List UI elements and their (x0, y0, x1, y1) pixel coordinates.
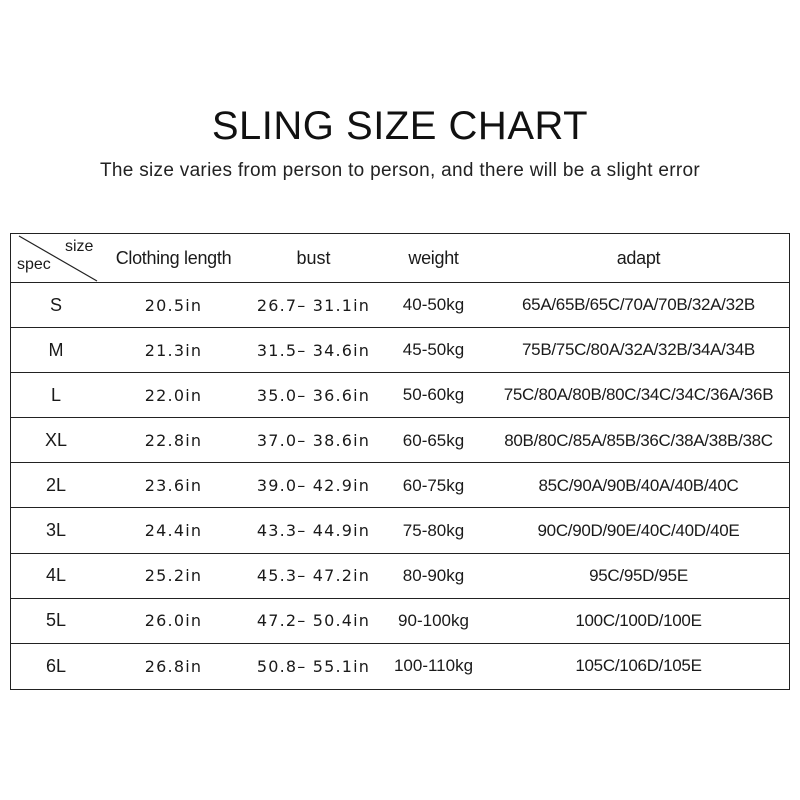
cell-size: 4L (45, 565, 67, 586)
table-row: 5L 26.0in 47.2– 50.4in 90-100kg 100C/100D/10… (11, 599, 789, 644)
table-row: M 21.3in 31.5– 34.6in 45-50kg 75B/75C/80A/32… (11, 329, 789, 374)
cell-adapt: 100C/100D/100E (575, 610, 702, 630)
cell-bust: 26.7– 31.1in (256, 295, 371, 315)
table-header-row: size spec Clothing length bust weight ad… (11, 234, 789, 283)
cell-clothing-length: 20.5in (144, 295, 203, 315)
header-clothing-length: Clothing length (115, 247, 232, 268)
cell-bust: 31.5– 34.6in (256, 340, 371, 360)
cell-bust: 45.3– 47.2in (256, 566, 371, 586)
cell-weight: 75-80kg (402, 520, 465, 540)
cell-size: L (50, 384, 61, 405)
cell-clothing-length: 24.4in (144, 521, 203, 541)
table-row: S 20.5in 26.7– 31.1in 40-50kg 65A/65B/65C/70… (11, 284, 789, 329)
cell-bust: 50.8– 55.1in (256, 656, 371, 676)
header-weight: weight (408, 247, 459, 268)
cell-adapt: 90C/90D/90E/40C/40D/40E (537, 520, 740, 540)
cell-clothing-length: 25.2in (144, 566, 203, 586)
cell-clothing-length: 22.0in (144, 385, 203, 405)
cell-adapt: 65A/65B/65C/70A/70B/32A/32B (522, 295, 755, 315)
header-bust: bust (296, 247, 331, 268)
table-row: L 22.0in 35.0– 36.6in 50-60kg 75C/80A/80B/80… (11, 374, 789, 419)
cell-size: 2L (45, 475, 67, 496)
cell-weight: 60-65kg (402, 430, 465, 450)
cell-clothing-length: 22.8in (144, 431, 203, 451)
corner-header-cell: size spec (11, 234, 103, 283)
cell-clothing-length: 23.6in (144, 476, 203, 496)
cell-bust: 35.0– 36.6in (256, 385, 371, 405)
diagonal-divider (18, 235, 98, 282)
cell-bust: 43.3– 44.9in (256, 521, 371, 541)
cell-size: M (48, 339, 64, 360)
cell-bust: 47.2– 50.4in (256, 611, 371, 631)
table-row: 6L 26.8in 50.8– 55.1in 100-110kg 105C/106D/1… (11, 644, 789, 688)
cell-clothing-length: 26.8in (144, 656, 203, 676)
corner-size-label: size (65, 238, 94, 255)
cell-weight: 40-50kg (402, 295, 465, 315)
cell-adapt: 75C/80A/80B/80C/34C/34C/36A/36B (503, 385, 774, 405)
cell-adapt: 75B/75C/80A/32A/32B/34A/34B (522, 340, 755, 360)
table-row: 2L 23.6in 39.0– 42.9in 60-75kg 85C/90A/90B/4… (11, 464, 789, 509)
table-row: 4L 25.2in 45.3– 47.2in 80-90kg 95C/95D/95E (11, 554, 789, 599)
cell-weight: 60-75kg (402, 475, 465, 495)
cell-weight: 90-100kg (398, 610, 469, 630)
cell-size: 5L (45, 610, 67, 631)
cell-adapt: 80B/80C/85A/85B/36C/38A/38B/38C (504, 430, 773, 450)
cell-clothing-length: 21.3in (144, 340, 203, 360)
cell-adapt: 95C/95D/95E (589, 565, 688, 585)
cell-bust: 39.0– 42.9in (256, 476, 371, 496)
size-chart-table: size spec Clothing length bust weight ad… (10, 233, 790, 690)
header-adapt: adapt (616, 247, 661, 268)
cell-adapt: 105C/106D/105E (575, 656, 702, 676)
table-row: 3L 24.4in 43.3– 44.9in 75-80kg 90C/90D/90E/4… (11, 509, 789, 554)
page-title: SLING SIZE CHART (211, 104, 589, 148)
cell-size: S (49, 294, 62, 315)
table-row: XL 22.8in 37.0– 38.6in 60-65kg 80B/80C/85A/8… (11, 419, 789, 464)
cell-bust: 37.0– 38.6in (256, 431, 371, 451)
cell-size: 3L (45, 520, 67, 541)
cell-weight: 50-60kg (402, 385, 465, 405)
cell-size: 6L (45, 655, 67, 676)
corner-spec-label: spec (17, 256, 51, 273)
cell-size: XL (44, 430, 68, 451)
cell-clothing-length: 26.0in (144, 611, 203, 631)
cell-weight: 80-90kg (402, 565, 465, 585)
cell-weight: 100-110kg (393, 656, 474, 676)
page-subtitle: The size varies from person to person, a… (99, 160, 700, 181)
cell-adapt: 85C/90A/90B/40A/40B/40C (538, 475, 739, 495)
cell-weight: 45-50kg (402, 340, 465, 360)
